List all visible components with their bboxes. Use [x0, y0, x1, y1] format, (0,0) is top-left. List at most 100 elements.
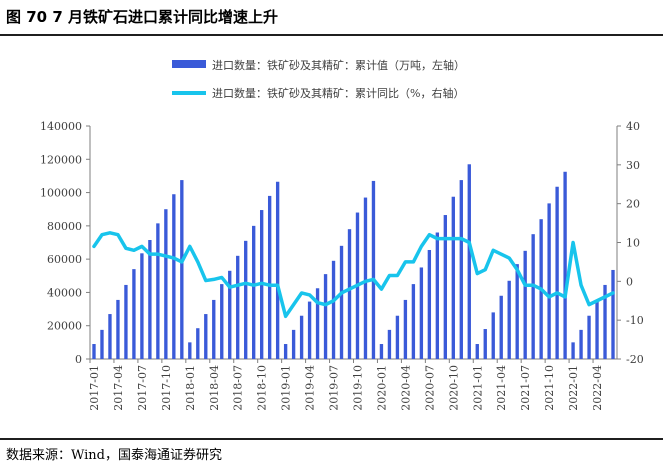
bar: [339, 245, 344, 359]
bar: [132, 269, 136, 359]
x-tick-label: 2021-07: [519, 365, 532, 411]
line-point: [181, 261, 183, 263]
legend-label-bar: 进口数量：铁矿砂及其精矿：累计值（万吨，左轴）: [212, 58, 465, 72]
bar: [228, 270, 232, 359]
line-point: [572, 241, 574, 244]
x-tick-label: 2017-01: [88, 365, 101, 411]
line-point: [252, 284, 255, 287]
y-right-tick-label: 40: [626, 120, 640, 133]
x-tick-label: 2019-10: [351, 365, 364, 411]
line-point: [332, 299, 335, 302]
line-point: [340, 292, 343, 294]
bar: [419, 267, 424, 359]
line-point: [149, 253, 151, 255]
bar: [491, 312, 495, 359]
bar: [180, 180, 184, 359]
line-point: [460, 237, 463, 240]
x-tick-label: 2021-10: [543, 365, 556, 411]
bar: [595, 300, 599, 359]
line-point: [428, 233, 431, 236]
y-left-tick-label: 60000: [47, 253, 82, 266]
x-tick-label: 2020-07: [423, 365, 436, 411]
figure-title: 图 70 7 月铁矿石进口累计同比增速上升: [6, 8, 278, 26]
line-point: [117, 233, 119, 236]
y-right-tick-label: 30: [626, 159, 640, 172]
chart: 进口数量：铁矿砂及其精矿：累计值（万吨，左轴） 进口数量：铁矿砂及其精矿：累计同…: [40, 58, 644, 411]
bar: [148, 240, 152, 359]
bar: [156, 223, 160, 359]
line-point: [348, 288, 351, 290]
title-rule: [0, 34, 663, 36]
bar: [116, 299, 120, 359]
line-point: [173, 257, 175, 259]
bar-series: [92, 164, 615, 359]
line-point: [588, 303, 590, 306]
x-tick-label: 2021-04: [495, 365, 508, 411]
line-point: [468, 241, 471, 244]
bar: [291, 329, 296, 359]
bar: [451, 196, 455, 359]
bar: [363, 197, 368, 359]
line-point: [420, 245, 423, 248]
y-right-tick-label: 20: [626, 198, 640, 211]
line-point: [364, 280, 367, 283]
bar: [307, 301, 312, 359]
legend: 进口数量：铁矿砂及其精矿：累计值（万吨，左轴） 进口数量：铁矿砂及其精矿：累计同…: [172, 58, 465, 100]
x-tick-label: 2020-10: [447, 365, 460, 411]
y-left-tick-label: 120000: [40, 153, 82, 166]
line-point: [452, 237, 455, 240]
line-point: [372, 278, 375, 281]
line-point: [508, 257, 511, 259]
bar: [563, 171, 567, 359]
x-tick-label: 2020-01: [375, 365, 388, 411]
line-point: [212, 278, 215, 281]
line-point: [308, 294, 311, 296]
line-point: [268, 284, 271, 287]
line-point: [204, 279, 207, 282]
line-point: [564, 296, 566, 298]
line-point: [356, 284, 359, 287]
line-series: [92, 231, 615, 319]
line-point: [580, 284, 582, 287]
y-right-tick-label: -20: [626, 353, 644, 366]
line-point: [596, 299, 598, 302]
x-tick-label: 2018-04: [208, 365, 221, 411]
y-right-tick-label: 10: [626, 237, 640, 250]
line-point: [548, 296, 550, 298]
line-point: [300, 292, 303, 294]
bar: [603, 284, 607, 359]
bar: [220, 284, 224, 359]
bar: [571, 342, 575, 359]
line-point: [109, 231, 111, 234]
bar: [507, 280, 511, 359]
line-point: [412, 261, 415, 263]
line-point: [93, 245, 95, 248]
x-tick-label: 2018-10: [256, 365, 269, 411]
line-point: [444, 237, 447, 240]
line-point: [236, 284, 239, 287]
bar: [547, 203, 551, 359]
bar: [204, 314, 208, 359]
y-left-tick-label: 40000: [47, 286, 82, 299]
bar: [483, 329, 487, 359]
bar: [523, 250, 527, 359]
bar: [427, 249, 432, 359]
line-point: [476, 272, 479, 275]
bar: [435, 232, 440, 359]
bar: [387, 329, 392, 359]
y-right-tick-label: -10: [626, 314, 644, 327]
y-left-tick-label: 100000: [40, 187, 82, 200]
line-point: [260, 282, 263, 285]
x-tick-label: 2021-01: [471, 365, 484, 411]
line-point: [101, 233, 103, 236]
bar: [459, 180, 463, 359]
line-point: [220, 276, 223, 279]
bar: [267, 195, 272, 359]
y-left-tick-label: 20000: [47, 320, 82, 333]
line-point: [284, 315, 287, 318]
x-tick-label: 2017-04: [112, 365, 125, 411]
bar: [212, 299, 216, 359]
line-point: [196, 261, 199, 263]
x-tick-label: 2018-07: [232, 365, 245, 411]
bar: [196, 328, 200, 359]
